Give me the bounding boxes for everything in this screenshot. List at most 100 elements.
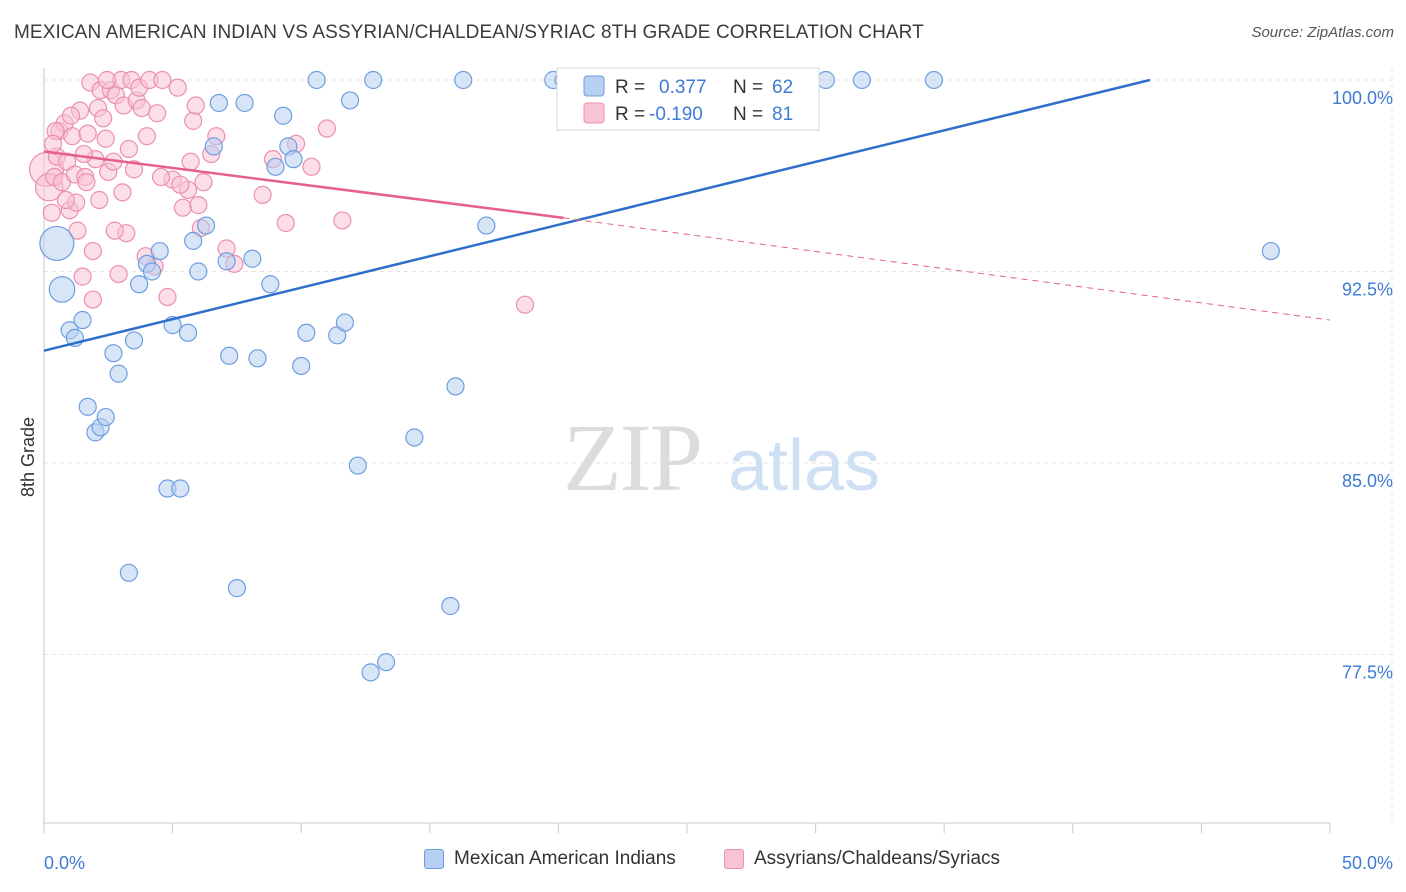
point-mexican-american-indians <box>104 344 123 363</box>
point-mexican-american-indians <box>297 323 316 342</box>
point-mexican-american-indians <box>217 252 236 271</box>
legend-label-mexican-american-indians: Mexican American Indians <box>454 848 676 869</box>
point-mexican-american-indians <box>184 231 203 250</box>
point-mexican-american-indians <box>78 397 97 416</box>
point-mexican-american-indians <box>73 310 92 330</box>
watermark: ZIP atlas <box>563 404 880 511</box>
grid-lines <box>44 68 1393 823</box>
trend-lines <box>43 78 1331 352</box>
point-assyrians <box>181 152 200 171</box>
legend-label-assyrians: Assyrians/Chaldeans/Syriacs <box>754 848 1001 869</box>
point-assyrians <box>137 127 156 146</box>
legend-item-mexican-american-indians: Mexican American Indians <box>424 848 676 870</box>
legend-r-value-1: 0.377 <box>659 77 707 98</box>
point-assyrians <box>158 287 177 307</box>
watermark-atlas: atlas <box>728 426 880 506</box>
point-mexican-american-indians <box>1261 241 1280 261</box>
point-assyrians <box>73 267 92 286</box>
point-mexican-american-indians <box>196 216 216 235</box>
point-assyrians <box>109 264 128 284</box>
point-assyrians <box>253 185 272 204</box>
point-assyrians <box>151 167 171 187</box>
point-assyrians <box>515 295 535 314</box>
tick-labels: 100.0% 92.5% 85.0% 77.5% 0.0% 50.0% <box>44 88 1393 873</box>
legend-n-value-2: 81 <box>772 104 793 125</box>
point-assyrians <box>77 173 96 192</box>
legend-n-label-1: N = <box>733 77 763 98</box>
legend-n-value-1: 62 <box>772 77 793 98</box>
legend-r-label-2: R = <box>615 104 645 125</box>
y-axis-title: 8th Grade <box>18 417 38 497</box>
point-assyrians <box>153 70 172 90</box>
y-tick-label: 77.5% <box>1342 663 1393 683</box>
point-assyrians <box>186 96 205 115</box>
legend-swatch-pink <box>583 102 605 124</box>
y-tick-label: 100.0% <box>1332 88 1393 108</box>
point-assyrians <box>184 111 203 130</box>
chart-title: MEXICAN AMERICAN INDIAN VS ASSYRIAN/CHAL… <box>14 22 924 43</box>
point-mexican-american-indians <box>364 70 383 90</box>
point-assyrians <box>168 78 187 97</box>
point-assyrians <box>124 160 144 179</box>
point-mexican-american-indians <box>405 428 424 447</box>
y-tick-label: 85.0% <box>1342 471 1393 491</box>
point-mexican-american-indians <box>441 596 460 616</box>
legend-r-value-2: -0.190 <box>649 104 703 125</box>
point-mexican-american-indians <box>243 249 262 268</box>
point-mexican-american-indians <box>130 275 149 294</box>
point-assyrians <box>173 198 192 217</box>
point-mexican-american-indians <box>227 579 246 598</box>
trend-line-assyrians-extension <box>563 217 1331 321</box>
y-axis-label: 8th Grade <box>18 417 38 497</box>
source-label: Source: ZipAtlas.com <box>1251 24 1394 41</box>
point-mexican-american-indians <box>361 663 380 682</box>
point-mexican-american-indians <box>335 313 355 332</box>
point-mexican-american-indians <box>446 377 465 396</box>
watermark-zip: ZIP <box>563 404 701 511</box>
point-mexican-american-indians <box>477 216 496 235</box>
series-mexican-american-indians-points <box>39 70 1280 682</box>
point-assyrians <box>302 157 321 176</box>
point-mexican-american-indians <box>178 323 198 342</box>
point-mexican-american-indians <box>261 275 280 294</box>
point-mexican-american-indians <box>171 479 190 498</box>
point-mexican-american-indians <box>235 93 254 113</box>
point-mexican-american-indians <box>189 262 208 281</box>
point-mexican-american-indians <box>204 137 223 156</box>
point-mexican-american-indians <box>124 331 144 350</box>
point-assyrians <box>42 203 61 222</box>
legend-item-assyrians: Assyrians/Chaldeans/Syriacs <box>724 848 1000 870</box>
point-assyrians <box>132 98 151 118</box>
point-mexican-american-indians <box>248 349 267 368</box>
legend-stats: R = 0.377 N = 62 R = -0.190 N = 81 <box>556 67 820 131</box>
point-assyrians <box>61 106 81 125</box>
point-assyrians <box>317 119 337 138</box>
point-assyrians <box>113 183 132 202</box>
point-assyrians <box>119 139 138 159</box>
point-mexican-american-indians <box>816 70 835 90</box>
point-assyrians <box>105 221 124 240</box>
point-mexican-american-indians <box>48 276 76 303</box>
point-mexican-american-indians <box>142 262 162 281</box>
x-tick-label: 0.0% <box>44 853 85 873</box>
point-assyrians <box>148 104 167 123</box>
point-assyrians <box>43 134 63 153</box>
x-tick-label: 50.0% <box>1342 853 1393 873</box>
legend-n-label-2: N = <box>733 104 763 125</box>
point-mexican-american-indians <box>220 346 239 365</box>
y-tick-label: 92.5% <box>1342 280 1393 300</box>
point-mexican-american-indians <box>266 157 285 176</box>
point-mexican-american-indians <box>924 70 944 90</box>
legend-swatch-mexican-american-indians <box>424 849 444 869</box>
point-assyrians <box>56 190 75 210</box>
point-mexican-american-indians <box>852 70 871 90</box>
trend-line-mexican-american-indians <box>43 78 1151 352</box>
point-assyrians <box>189 196 208 215</box>
point-mexican-american-indians <box>119 563 138 582</box>
point-assyrians <box>94 109 113 128</box>
point-assyrians <box>97 70 117 90</box>
point-mexican-american-indians <box>150 241 169 261</box>
point-assyrians <box>83 241 102 261</box>
point-mexican-american-indians <box>284 150 303 169</box>
